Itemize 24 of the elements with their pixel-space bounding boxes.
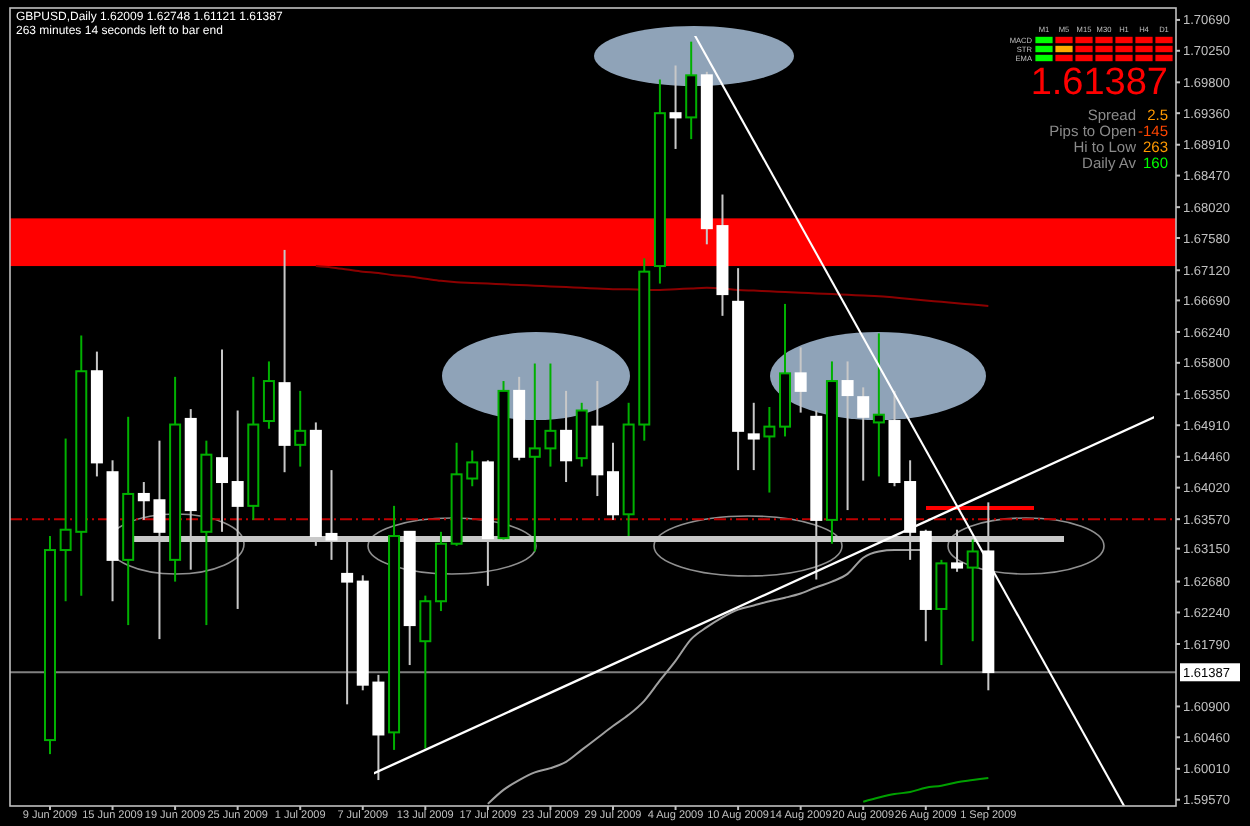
candlestick [560, 389, 573, 484]
candlestick [841, 360, 854, 512]
candlestick [575, 401, 588, 468]
candlestick [669, 64, 682, 150]
candlestick [685, 40, 698, 141]
text: 1.61387 [1030, 62, 1168, 104]
candlestick [262, 360, 275, 430]
candlestick [294, 389, 307, 468]
candlestick [231, 409, 244, 610]
candlestick [747, 401, 760, 472]
line-series [862, 776, 990, 803]
candlestick [794, 346, 807, 414]
candlestick [763, 406, 776, 494]
candlestick [591, 380, 604, 498]
candlestick [419, 594, 432, 750]
candlestick [966, 538, 979, 643]
candlestick [935, 558, 948, 667]
candlestick [872, 332, 885, 478]
candlestick [857, 386, 870, 482]
candlestick [216, 348, 229, 533]
candlestick [951, 528, 964, 573]
candlestick [606, 441, 619, 521]
candlestick [341, 540, 354, 706]
line-series [314, 265, 990, 308]
